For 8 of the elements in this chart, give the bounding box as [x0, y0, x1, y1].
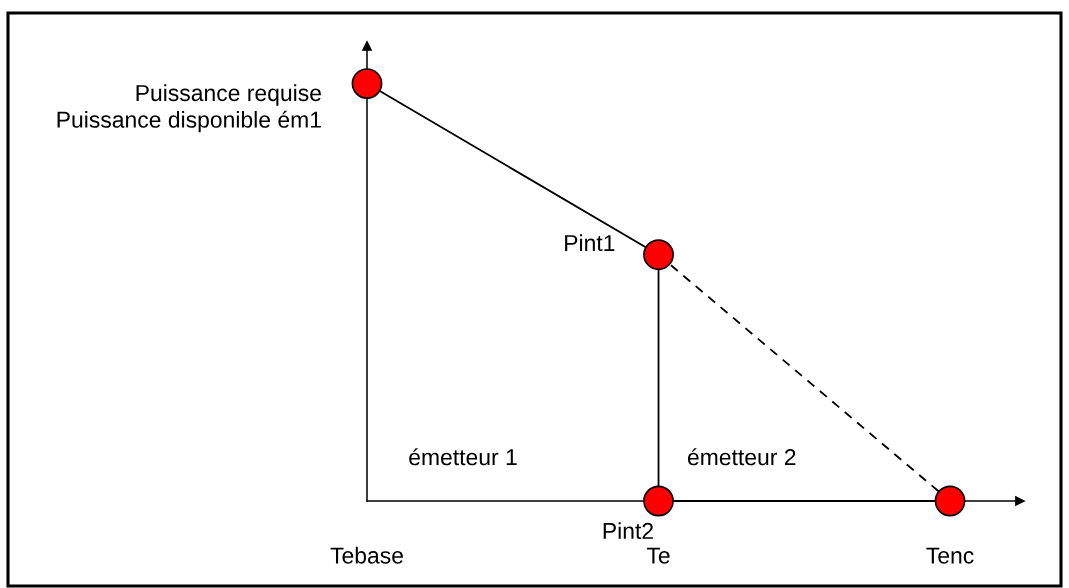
- y-axis-title: Puissance requise Puissance disponible ém1: [57, 84, 321, 133]
- x-tick-label: Tebase: [330, 546, 403, 564]
- annotation: Pint2: [603, 522, 653, 540]
- x-tick-label: Tenc: [926, 547, 974, 564]
- x-tick-label: Te: [646, 547, 670, 564]
- annotation: Pint1: [565, 234, 615, 252]
- annotation: émetteur 2: [687, 448, 796, 466]
- annotation: émetteur 1: [409, 448, 517, 466]
